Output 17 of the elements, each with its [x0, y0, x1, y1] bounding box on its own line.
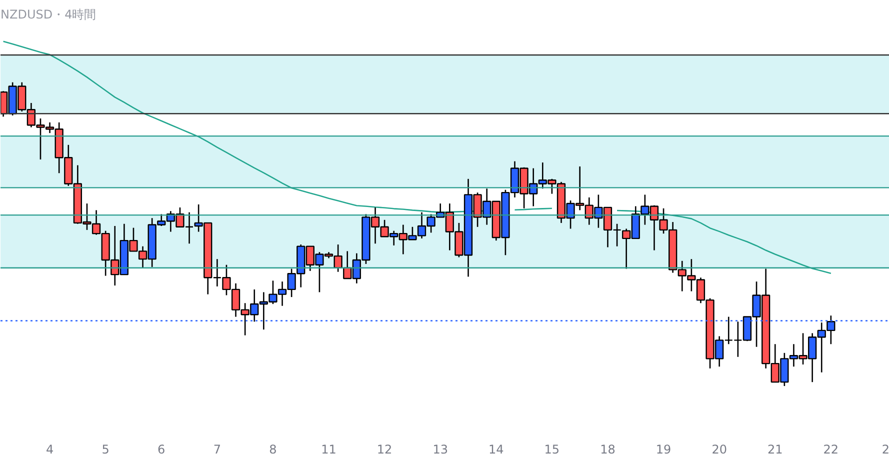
x-tick-label: 13	[432, 442, 448, 456]
x-tick-label: 5	[102, 442, 110, 456]
x-tick-label: 11	[321, 442, 336, 456]
chart-title: NZDUSD・4時間	[0, 8, 96, 22]
x-tick-label: 8	[269, 442, 277, 456]
x-tick-label: 2	[882, 442, 889, 456]
x-tick-label: 12	[376, 442, 392, 456]
x-tick-label: 18	[600, 442, 616, 456]
x-tick-label: 14	[488, 442, 504, 456]
x-tick-label: 22	[823, 442, 839, 456]
x-tick-label: 4	[46, 442, 54, 456]
x-tick-label: 7	[213, 442, 221, 456]
x-tick-label: 6	[158, 442, 166, 456]
x-tick-label: 20	[712, 442, 727, 456]
x-tick-label: 15	[544, 442, 560, 456]
x-tick-label: 21	[767, 442, 783, 456]
x-tick-label: 19	[656, 442, 672, 456]
